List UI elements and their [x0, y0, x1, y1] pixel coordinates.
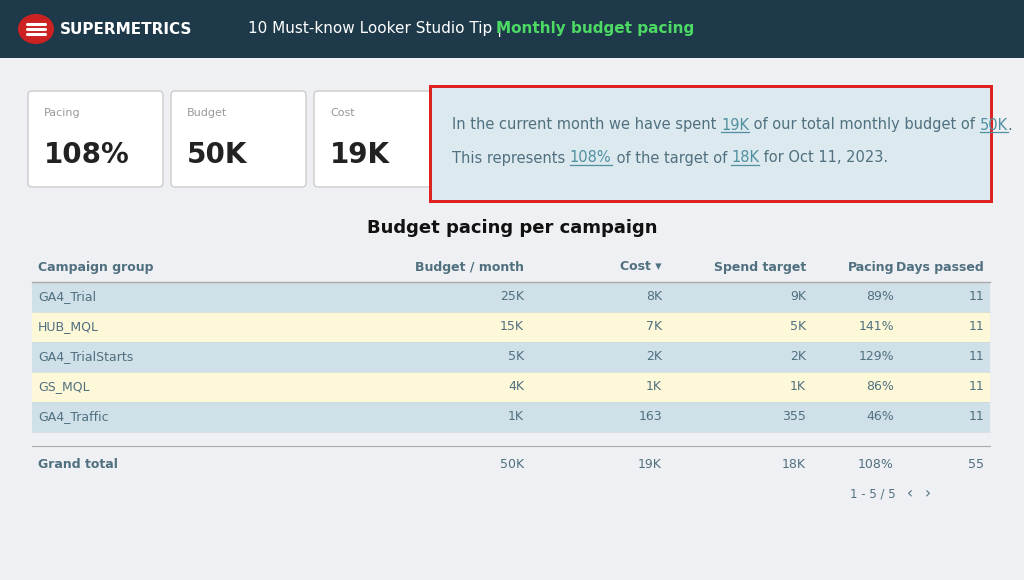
Text: Monthly budget pacing: Monthly budget pacing [496, 21, 694, 37]
FancyBboxPatch shape [32, 402, 990, 432]
Text: 108%: 108% [570, 150, 611, 165]
Text: Grand total: Grand total [38, 459, 118, 472]
Text: 1K: 1K [646, 380, 662, 393]
Text: 129%: 129% [858, 350, 894, 364]
Text: 18K: 18K [731, 150, 760, 165]
Text: ‹: ‹ [907, 487, 913, 502]
Text: of the target of: of the target of [611, 150, 731, 165]
Text: 4K: 4K [508, 380, 524, 393]
Text: Budget / month: Budget / month [415, 260, 524, 274]
Text: Cost ▾: Cost ▾ [621, 260, 662, 274]
Text: 25K: 25K [500, 291, 524, 303]
Text: Campaign group: Campaign group [38, 260, 154, 274]
Text: Cost: Cost [330, 108, 354, 118]
Text: Days passed: Days passed [896, 260, 984, 274]
FancyBboxPatch shape [0, 58, 1024, 580]
Ellipse shape [18, 14, 54, 44]
Text: 108%: 108% [44, 141, 130, 169]
Text: 9K: 9K [790, 291, 806, 303]
Text: 7K: 7K [646, 321, 662, 333]
Text: 1 - 5 / 5: 1 - 5 / 5 [850, 488, 896, 501]
Text: 5K: 5K [790, 321, 806, 333]
FancyBboxPatch shape [32, 342, 990, 372]
FancyBboxPatch shape [32, 252, 990, 282]
Text: Pacing: Pacing [44, 108, 81, 118]
FancyBboxPatch shape [32, 282, 990, 312]
Text: 11: 11 [969, 291, 984, 303]
FancyBboxPatch shape [432, 88, 990, 200]
Text: 50K: 50K [980, 118, 1008, 132]
Text: 55: 55 [968, 459, 984, 472]
Text: Budget: Budget [187, 108, 227, 118]
Text: 19K: 19K [638, 459, 662, 472]
Text: 89%: 89% [866, 291, 894, 303]
Text: 2K: 2K [790, 350, 806, 364]
Text: 8K: 8K [646, 291, 662, 303]
Text: Spend target: Spend target [714, 260, 806, 274]
Text: This represents: This represents [452, 150, 570, 165]
Text: GA4_TrialStarts: GA4_TrialStarts [38, 350, 133, 364]
Text: of our total monthly budget of: of our total monthly budget of [749, 118, 980, 132]
Text: 50K: 50K [500, 459, 524, 472]
Text: 1K: 1K [790, 380, 806, 393]
Text: HUB_MQL: HUB_MQL [38, 321, 99, 333]
Text: ›: › [925, 487, 931, 502]
Text: 86%: 86% [866, 380, 894, 393]
FancyBboxPatch shape [32, 372, 990, 402]
FancyBboxPatch shape [0, 58, 1024, 580]
Text: 1K: 1K [508, 411, 524, 423]
Text: 19K: 19K [330, 141, 390, 169]
Text: 10 Must-know Looker Studio Tip |: 10 Must-know Looker Studio Tip | [248, 21, 512, 37]
Text: GA4_Trial: GA4_Trial [38, 291, 96, 303]
Text: 163: 163 [638, 411, 662, 423]
Text: GA4_Traffic: GA4_Traffic [38, 411, 109, 423]
Text: 355: 355 [782, 411, 806, 423]
Text: 18K: 18K [782, 459, 806, 472]
Text: .: . [1008, 118, 1013, 132]
Text: Budget pacing per campaign: Budget pacing per campaign [367, 219, 657, 237]
Text: 11: 11 [969, 380, 984, 393]
Text: 141%: 141% [858, 321, 894, 333]
Text: 19K: 19K [721, 118, 749, 132]
Text: GS_MQL: GS_MQL [38, 380, 90, 393]
FancyBboxPatch shape [28, 91, 163, 187]
Text: 15K: 15K [500, 321, 524, 333]
Text: In the current month we have spent: In the current month we have spent [452, 118, 721, 132]
Text: Pacing: Pacing [848, 260, 894, 274]
Text: 11: 11 [969, 321, 984, 333]
FancyBboxPatch shape [171, 91, 306, 187]
Text: 5K: 5K [508, 350, 524, 364]
Text: 2K: 2K [646, 350, 662, 364]
FancyBboxPatch shape [314, 91, 449, 187]
Text: 50K: 50K [187, 141, 248, 169]
FancyBboxPatch shape [429, 85, 993, 203]
Text: 11: 11 [969, 350, 984, 364]
Text: SUPERMETRICS: SUPERMETRICS [60, 21, 193, 37]
FancyBboxPatch shape [32, 312, 990, 342]
Text: for Oct 11, 2023.: for Oct 11, 2023. [760, 150, 889, 165]
Text: 11: 11 [969, 411, 984, 423]
Text: 108%: 108% [858, 459, 894, 472]
Text: 46%: 46% [866, 411, 894, 423]
FancyBboxPatch shape [0, 0, 1024, 58]
